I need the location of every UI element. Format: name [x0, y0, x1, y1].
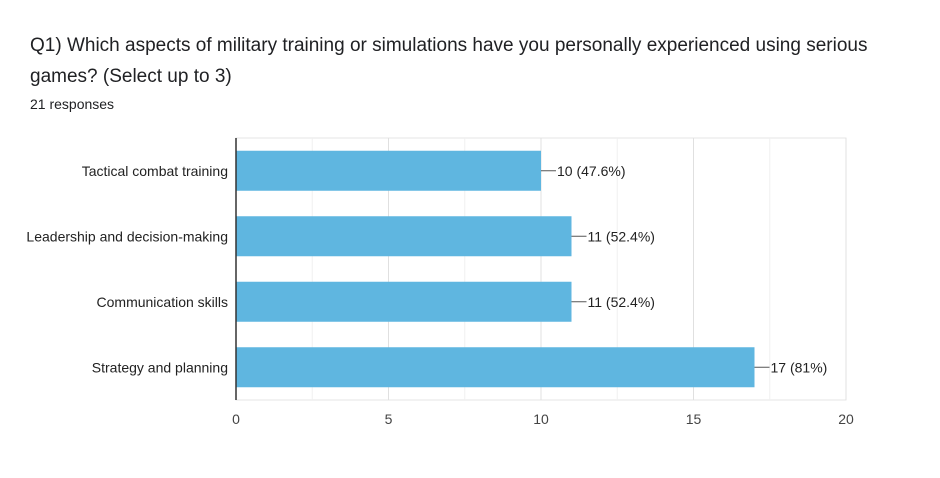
question-title: Q1) Which aspects of military training o…: [30, 35, 868, 87]
bar: [236, 281, 572, 322]
x-tick-label: 20: [838, 411, 854, 427]
labels: Tactical combat training 10 (47.6%) Leader…: [26, 163, 827, 376]
category-label: Strategy and planning: [92, 359, 228, 375]
response-count: 21 responses: [30, 96, 115, 112]
bar: [236, 347, 755, 388]
data-label: 17 (81%): [771, 359, 828, 375]
data-label: 10 (47.6%): [557, 163, 625, 179]
bar: [236, 216, 572, 257]
x-tick-label: 15: [686, 411, 702, 427]
category-label: Communication skills: [97, 294, 228, 310]
question-header: Q1) Which aspects of military training o…: [30, 30, 930, 112]
x-tick-label: 0: [232, 411, 240, 427]
x-axis-ticks: 0 5 10 15 20: [232, 411, 854, 427]
data-label: 11 (52.4%): [588, 294, 655, 310]
category-label: Leadership and decision-making: [26, 228, 228, 244]
x-tick-label: 5: [385, 411, 393, 427]
x-tick-label: 10: [533, 411, 549, 427]
bar: [236, 150, 541, 191]
category-label: Tactical combat training: [82, 163, 228, 179]
bars: [236, 150, 755, 388]
data-label: 11 (52.4%): [588, 228, 655, 244]
